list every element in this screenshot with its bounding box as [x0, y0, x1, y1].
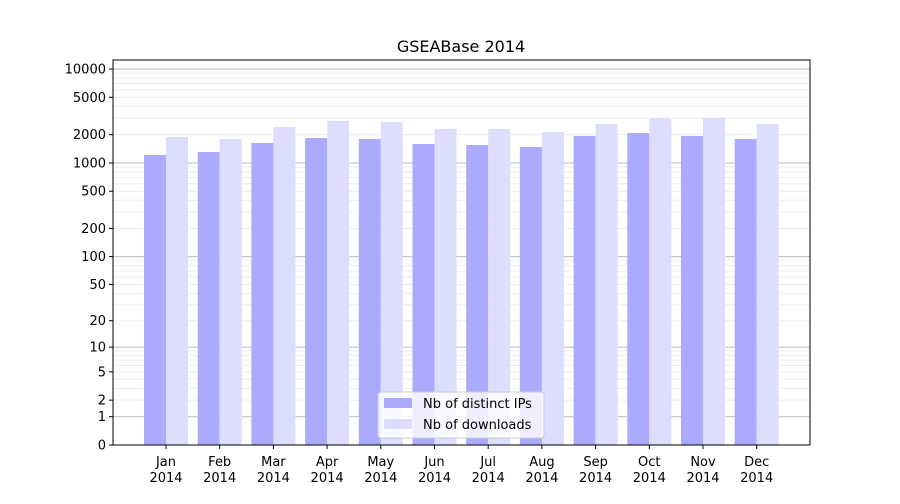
- x-tick-label: Nov 2014: [686, 455, 719, 486]
- x-tick-label: May 2014: [364, 455, 397, 486]
- y-tick-label: 1000: [73, 156, 106, 171]
- bar-distinct-ips: [519, 146, 542, 445]
- bar-downloads: [219, 138, 242, 445]
- bar-downloads: [488, 128, 511, 445]
- x-tick-label: Jun 2014: [418, 455, 451, 486]
- bar-distinct-ips: [305, 137, 328, 446]
- y-tick-label: 500: [81, 185, 106, 200]
- bar-distinct-ips: [251, 142, 274, 445]
- bar-downloads: [703, 118, 725, 446]
- x-tick-label: Jan 2014: [149, 455, 182, 486]
- bar-distinct-ips: [627, 132, 650, 445]
- x-tick-label: Feb 2014: [203, 455, 236, 486]
- x-tick-label: Oct 2014: [633, 455, 666, 486]
- x-tick-label: Aug 2014: [525, 455, 558, 486]
- y-tick-label: 2: [98, 394, 106, 409]
- y-tick-label: 0: [98, 439, 106, 454]
- bar-distinct-ips: [466, 145, 489, 445]
- y-tick-label: 50: [89, 278, 106, 293]
- bar-downloads: [434, 128, 457, 445]
- x-tick-label: Sep 2014: [579, 455, 612, 486]
- legend: Nb of distinct IPs Nb of downloads: [377, 391, 545, 439]
- chart-title: GSEABase 2014: [397, 37, 525, 56]
- bar-distinct-ips: [734, 138, 757, 445]
- bar-downloads: [273, 126, 296, 445]
- bar-downloads: [649, 118, 672, 446]
- bar-downloads: [541, 132, 564, 445]
- legend-label: Nb of distinct IPs: [423, 397, 532, 412]
- bar-distinct-ips: [197, 151, 220, 445]
- bar-downloads: [166, 136, 188, 446]
- y-tick-label: 200: [81, 222, 106, 237]
- y-tick-label: 10: [89, 341, 106, 356]
- bar-distinct-ips: [412, 143, 435, 445]
- bar-downloads: [327, 120, 350, 445]
- y-tick-label: 10000: [65, 63, 106, 78]
- y-tick-label: 1: [98, 410, 106, 425]
- x-tick-label: Dec 2014: [740, 455, 773, 486]
- y-tick-label: 100: [81, 250, 106, 265]
- legend-swatch: [384, 398, 412, 408]
- bar-distinct-ips: [358, 138, 381, 445]
- bar-downloads: [380, 121, 403, 446]
- x-tick-label: Jul 2014: [472, 455, 505, 486]
- x-tick-label: Apr 2014: [311, 455, 344, 486]
- y-tick-label: 5000: [73, 91, 106, 106]
- bar-downloads: [756, 123, 779, 446]
- axes-frame: [112, 59, 811, 446]
- legend-box: [377, 391, 545, 439]
- legend-label: Nb of downloads: [423, 418, 532, 433]
- bar-distinct-ips: [573, 136, 596, 446]
- bar-distinct-ips: [681, 136, 703, 446]
- x-tick-label: Mar 2014: [257, 455, 290, 486]
- legend-swatch: [384, 419, 412, 429]
- y-tick-label: 2000: [73, 128, 106, 143]
- bar-downloads: [595, 123, 618, 446]
- y-tick-label: 5: [98, 365, 106, 380]
- y-tick-label: 20: [89, 314, 106, 329]
- bar-distinct-ips: [144, 154, 166, 445]
